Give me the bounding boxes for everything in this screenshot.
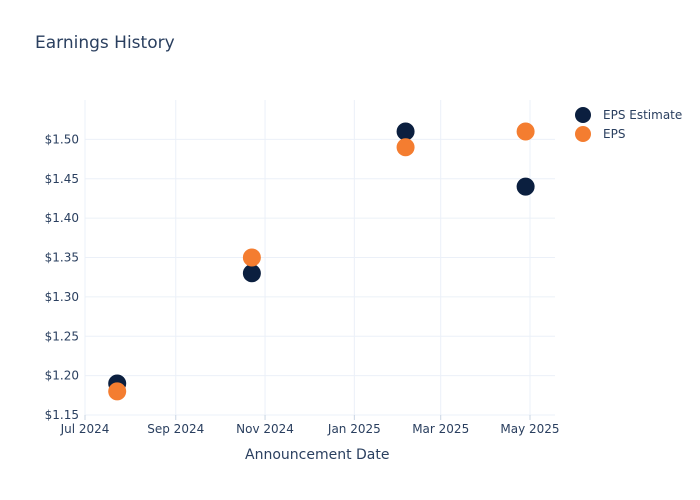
eps-estimate-point[interactable] [242, 264, 261, 283]
x-tick-label: Jul 2024 [60, 422, 110, 436]
eps-estimate-point[interactable] [516, 177, 535, 196]
x-axis-title: Announcement Date [245, 447, 390, 463]
x-tick-label: Sep 2024 [147, 422, 204, 436]
x-tick-label: Nov 2024 [236, 422, 294, 436]
y-tick-label: $1.15 [45, 408, 79, 422]
y-tick-label: $1.30 [45, 290, 79, 304]
y-tick-label: $1.20 [45, 369, 79, 383]
legend-marker [575, 126, 591, 142]
y-tick-label: $1.50 [45, 132, 79, 146]
x-tick-label: Jan 2025 [327, 422, 381, 436]
y-tick-label: $1.40 [45, 211, 79, 225]
x-tick-label: Mar 2025 [412, 422, 469, 436]
eps-point[interactable] [108, 382, 127, 401]
chart-title: Earnings History [35, 33, 175, 53]
x-tick-label: May 2025 [500, 422, 559, 436]
legend-item-eps-estimate[interactable]: EPS Estimate [575, 107, 682, 123]
y-tick-label: $1.25 [45, 329, 79, 343]
data-markers [108, 122, 535, 401]
eps-point[interactable] [242, 248, 261, 267]
legend-label: EPS [603, 127, 625, 141]
legend-marker [575, 107, 591, 123]
eps-estimate-point[interactable] [396, 122, 415, 141]
legend-label: EPS Estimate [603, 108, 682, 122]
eps-point[interactable] [396, 138, 415, 157]
y-tick-label: $1.35 [45, 251, 79, 265]
legend[interactable]: EPS Estimate EPS [575, 107, 682, 142]
legend-item-eps[interactable]: EPS [575, 126, 625, 142]
eps-point[interactable] [516, 122, 535, 141]
grid [84, 100, 555, 416]
y-tick-label: $1.45 [45, 172, 79, 186]
axis-ticks: $1.15 $1.20 $1.25 $1.30 $1.35 $1.40 $1.45 $1.50… [45, 132, 560, 436]
